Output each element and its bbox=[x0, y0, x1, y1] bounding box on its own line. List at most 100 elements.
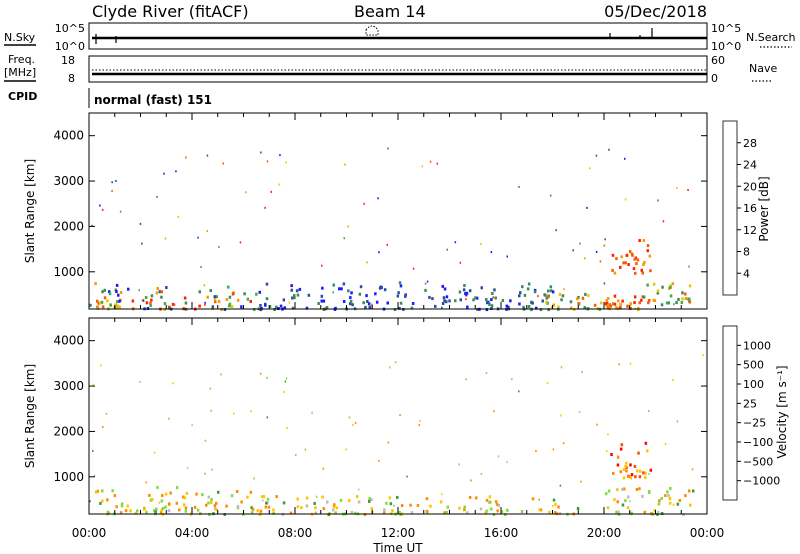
range-gate bbox=[204, 303, 206, 306]
range-gate bbox=[463, 508, 466, 512]
range-gate bbox=[246, 495, 249, 499]
range-gate bbox=[640, 268, 643, 272]
range-gate bbox=[475, 296, 479, 300]
range-gate bbox=[209, 289, 212, 293]
range-gate bbox=[388, 496, 392, 500]
nave-tick-top: 60 bbox=[711, 54, 725, 67]
range-gate bbox=[616, 500, 619, 504]
range-gate bbox=[669, 284, 672, 288]
range-gate bbox=[118, 305, 121, 309]
range-gate bbox=[321, 495, 324, 499]
range-gate bbox=[270, 190, 272, 193]
range-gate bbox=[624, 499, 627, 503]
range-gate bbox=[266, 376, 268, 379]
range-gate bbox=[320, 299, 323, 303]
range-gate bbox=[161, 506, 165, 510]
range-gate bbox=[275, 305, 278, 309]
range-gate bbox=[266, 160, 269, 163]
y-tick-label: 2000 bbox=[53, 219, 84, 233]
range-gate bbox=[448, 299, 451, 303]
range-gate bbox=[421, 165, 423, 168]
range-gate bbox=[345, 448, 347, 451]
range-gate bbox=[240, 305, 243, 309]
range-gate bbox=[191, 424, 193, 427]
range-gate bbox=[443, 299, 446, 303]
range-gate bbox=[410, 306, 414, 310]
range-gate bbox=[145, 510, 148, 514]
range-gate bbox=[154, 510, 157, 514]
range-gate bbox=[175, 486, 179, 490]
range-gate bbox=[385, 501, 388, 505]
range-gate bbox=[364, 305, 367, 309]
range-gate bbox=[672, 503, 675, 506]
y-tick-label: 3000 bbox=[53, 379, 84, 393]
range-gate bbox=[210, 501, 213, 505]
range-gate bbox=[131, 299, 135, 303]
range-gate bbox=[167, 509, 171, 513]
range-gate bbox=[624, 157, 626, 160]
range-gate bbox=[465, 293, 468, 297]
range-gate bbox=[250, 506, 253, 510]
range-gate bbox=[368, 305, 371, 309]
range-gate bbox=[581, 296, 585, 300]
range-gate bbox=[490, 298, 493, 302]
range-gate bbox=[633, 295, 637, 299]
colorbar-tick-label: 12 bbox=[743, 224, 757, 237]
range-gate bbox=[344, 163, 346, 166]
range-gate bbox=[155, 291, 159, 295]
range-gate bbox=[658, 499, 661, 503]
range-gate bbox=[210, 409, 212, 412]
range-gate bbox=[96, 489, 99, 493]
range-gate bbox=[604, 492, 608, 496]
range-gate bbox=[119, 291, 123, 294]
range-gate bbox=[144, 296, 148, 299]
nsearch-tick-top: 10^5 bbox=[711, 22, 741, 35]
colorbar-tick-label: 25 bbox=[743, 397, 757, 410]
x-tick-label: 12:00 bbox=[381, 526, 416, 540]
range-gate bbox=[495, 502, 499, 506]
range-gate bbox=[681, 291, 684, 295]
cpid-value: normal (fast) 151 bbox=[94, 93, 212, 107]
range-gate bbox=[351, 303, 354, 307]
range-gate bbox=[99, 501, 102, 505]
range-gate bbox=[411, 302, 415, 305]
range-gate bbox=[111, 189, 113, 192]
range-gate bbox=[621, 299, 624, 303]
range-gate bbox=[628, 250, 632, 254]
range-gate bbox=[688, 284, 692, 288]
range-gate bbox=[163, 308, 167, 312]
range-gate bbox=[285, 377, 288, 380]
range-gate bbox=[454, 241, 457, 244]
range-gate bbox=[378, 459, 380, 462]
range-gate bbox=[552, 498, 556, 502]
range-gate bbox=[322, 299, 326, 303]
range-gate bbox=[217, 490, 220, 494]
range-gate bbox=[603, 244, 606, 247]
range-gate bbox=[676, 420, 679, 423]
range-gate bbox=[193, 505, 197, 509]
range-gate bbox=[615, 257, 618, 261]
range-gate bbox=[630, 473, 634, 477]
range-gate bbox=[335, 506, 338, 510]
range-gate bbox=[268, 305, 272, 309]
range-gate bbox=[657, 199, 659, 202]
range-gate bbox=[92, 383, 95, 386]
range-gate bbox=[646, 249, 649, 253]
range-gate bbox=[204, 301, 206, 304]
range-gate bbox=[619, 265, 622, 269]
range-gate bbox=[167, 502, 171, 506]
range-gate bbox=[260, 151, 262, 154]
range-gate bbox=[356, 495, 359, 499]
range-gate bbox=[595, 154, 598, 157]
range-gate bbox=[648, 410, 650, 412]
range-gate bbox=[289, 511, 293, 515]
range-gate bbox=[347, 289, 350, 293]
range-gate bbox=[235, 490, 239, 493]
range-gate bbox=[539, 508, 543, 512]
range-gate bbox=[523, 293, 527, 297]
range-gate bbox=[391, 509, 394, 513]
range-gate bbox=[115, 505, 118, 509]
range-gate bbox=[638, 301, 641, 305]
range-gate bbox=[607, 489, 611, 493]
range-gate bbox=[610, 453, 613, 456]
